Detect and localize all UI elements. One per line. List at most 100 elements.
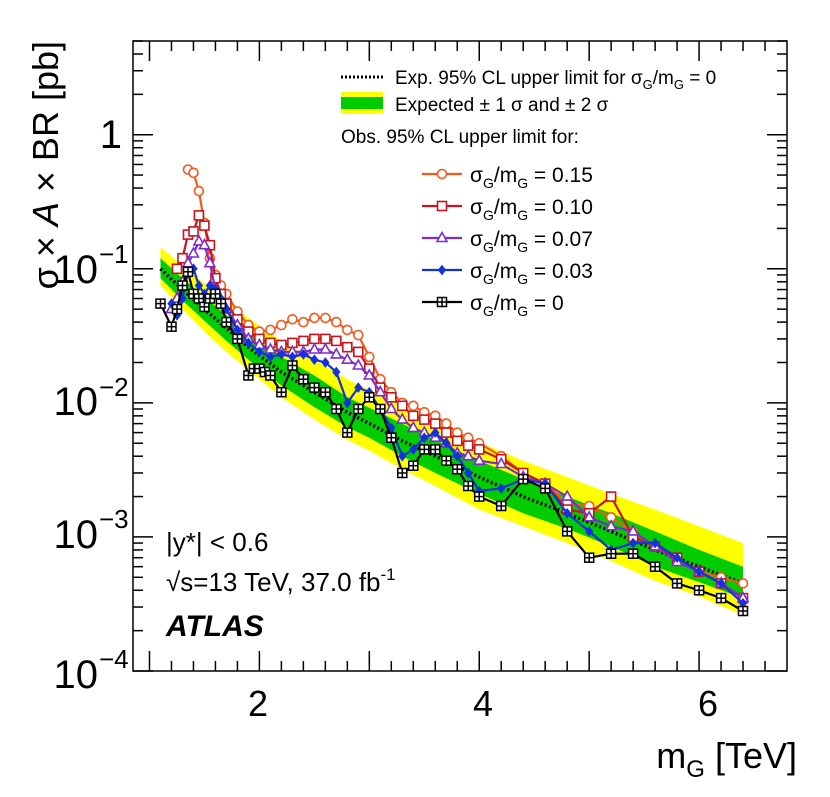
observed-point-3-21 bbox=[343, 397, 352, 409]
legend-label-4: σG/mG = 0 bbox=[470, 292, 564, 319]
observed-point-4-43 bbox=[627, 548, 639, 559]
observed-point-4-7 bbox=[199, 301, 210, 313]
observed-point-4-48 bbox=[737, 605, 749, 617]
observed-point-3-32 bbox=[464, 467, 473, 479]
observed-point-3-31 bbox=[453, 450, 462, 462]
observed-point-1-32 bbox=[473, 444, 485, 455]
observed-point-4-32 bbox=[430, 444, 441, 455]
observed-point-4-0 bbox=[155, 298, 166, 309]
observed-point-4-22 bbox=[320, 386, 331, 398]
legend-observed-header: Obs. 95% CL upper limit for: bbox=[341, 127, 579, 148]
legend-entry-2: σG/mG = 0.07 bbox=[422, 228, 593, 255]
observed-point-2-5 bbox=[192, 234, 206, 246]
observed-point-4-13 bbox=[243, 370, 254, 381]
y-tick-label-1: 1 bbox=[100, 113, 122, 157]
legend-entry-3: σG/mG = 0.03 bbox=[422, 260, 593, 287]
observed-point-4-24 bbox=[342, 427, 353, 438]
legend-series: σG/mG = 0.15 σG/mG = 0.10 σG/mG = 0.07 σG/m… bbox=[422, 164, 593, 319]
x-tick-label-2: 2 bbox=[248, 683, 268, 724]
observed-point-0-18 bbox=[341, 324, 353, 336]
legend-entry-0: σG/mG = 0.15 bbox=[422, 164, 593, 191]
observed-point-3-27 bbox=[409, 444, 418, 455]
observed-point-1-21 bbox=[352, 346, 364, 358]
observed-point-2-19 bbox=[319, 342, 332, 354]
observed-point-4-34 bbox=[452, 463, 463, 475]
observed-series-group bbox=[155, 164, 750, 617]
observed-point-3-26 bbox=[398, 450, 407, 462]
legend-entry-4: σG/mG = 0 bbox=[422, 292, 564, 319]
observed-point-3-20 bbox=[332, 366, 341, 378]
observed-point-0-16 bbox=[320, 312, 331, 324]
observed-point-2-40 bbox=[626, 524, 640, 536]
observed-point-2-6 bbox=[198, 238, 211, 250]
observed-point-2-33 bbox=[472, 453, 486, 466]
annotations: |y*| < 0.6 √s=13 TeV, 37.0 fb-1 ATLAS bbox=[165, 527, 396, 643]
observed-point-2-37 bbox=[560, 489, 574, 501]
y-tick-label-1e-3-exp: −3 bbox=[99, 504, 129, 534]
observed-point-4-27 bbox=[375, 403, 386, 415]
legend-band1-swatch bbox=[341, 97, 383, 109]
observed-point-1-26 bbox=[407, 410, 419, 422]
observed-point-3-17 bbox=[299, 349, 308, 360]
x-tick-label-6: 6 bbox=[698, 683, 718, 724]
expected-median-line bbox=[159, 267, 744, 586]
observed-point-1-27 bbox=[418, 414, 430, 425]
legend-bands-label: Expected ± 1 σ and ± 2 σ bbox=[395, 95, 609, 116]
y-tick-labels: 1 10 −1 10 −2 10 −3 10 −4 bbox=[54, 113, 129, 697]
legend-label-1: σG/mG = 0.10 bbox=[470, 196, 593, 223]
legend-marker-2 bbox=[435, 230, 449, 243]
observed-point-3-34 bbox=[497, 483, 506, 494]
observed-point-4-41 bbox=[583, 552, 595, 563]
observed-point-4-44 bbox=[649, 561, 661, 572]
legend-label-2: σG/mG = 0.07 bbox=[470, 228, 593, 255]
observed-point-0-11 bbox=[265, 324, 276, 336]
observed-point-2-21 bbox=[340, 352, 354, 365]
observed-point-4-21 bbox=[309, 382, 320, 393]
observed-point-4-18 bbox=[276, 386, 287, 398]
observed-point-1-3 bbox=[188, 226, 199, 237]
observed-point-2-24 bbox=[373, 385, 387, 397]
observed-point-0-24 bbox=[407, 400, 419, 412]
observed-point-3-40 bbox=[628, 537, 638, 549]
observed-point-0-17 bbox=[330, 316, 342, 328]
legend-label-3: σG/mG = 0.03 bbox=[470, 260, 593, 287]
observed-point-1-28 bbox=[429, 418, 441, 429]
observed-point-4-29 bbox=[397, 467, 408, 479]
observed-point-3-38 bbox=[585, 526, 594, 537]
observed-point-3-41 bbox=[650, 537, 660, 549]
y-tick-label-1e-1-exp: −1 bbox=[99, 239, 129, 269]
x-tick-label-4: 4 bbox=[473, 683, 493, 724]
x-tick-labels: 2 4 6 bbox=[248, 683, 718, 724]
observed-point-4-31 bbox=[419, 444, 430, 455]
observed-point-4-30 bbox=[408, 460, 419, 471]
observed-point-3-44 bbox=[716, 578, 726, 589]
observed-point-3-18 bbox=[310, 354, 319, 366]
legend-marker-3 bbox=[437, 264, 447, 276]
observed-point-3-14 bbox=[266, 351, 275, 363]
observed-point-4-46 bbox=[693, 585, 705, 596]
observed-point-4-12 bbox=[232, 333, 243, 345]
observed-point-4-1 bbox=[166, 321, 177, 332]
expected-line-group bbox=[159, 267, 744, 586]
observed-point-4-37 bbox=[495, 500, 507, 512]
y-tick-label-1e-2-exp: −2 bbox=[99, 372, 129, 402]
observed-point-4-19 bbox=[287, 360, 298, 371]
observed-point-4-42 bbox=[605, 548, 617, 559]
observed-point-1-20 bbox=[341, 341, 353, 353]
observed-point-1-0 bbox=[171, 263, 183, 275]
observed-point-1-29 bbox=[440, 427, 452, 438]
plot-area bbox=[155, 164, 750, 617]
y-tick-label-1e-3: 10 bbox=[54, 513, 99, 557]
observed-point-1-24 bbox=[385, 391, 397, 403]
observed-point-4-26 bbox=[364, 392, 375, 403]
observed-point-0-13 bbox=[287, 313, 298, 325]
legend-expected-line-label: Exp. 95% CL upper limit for σG/mG = 0 bbox=[395, 68, 716, 92]
observed-point-4-11 bbox=[221, 316, 232, 328]
observed-point-3-43 bbox=[694, 566, 704, 578]
expected-band-1sigma bbox=[160, 258, 743, 599]
atlas-label: ATLAS bbox=[165, 610, 264, 643]
observed-line-3 bbox=[170, 267, 744, 605]
observed-point-4-39 bbox=[539, 483, 551, 494]
observed-point-2-34 bbox=[494, 456, 508, 469]
energy-lumi: √s=13 TeV, 37.0 fb-1 bbox=[166, 565, 396, 597]
